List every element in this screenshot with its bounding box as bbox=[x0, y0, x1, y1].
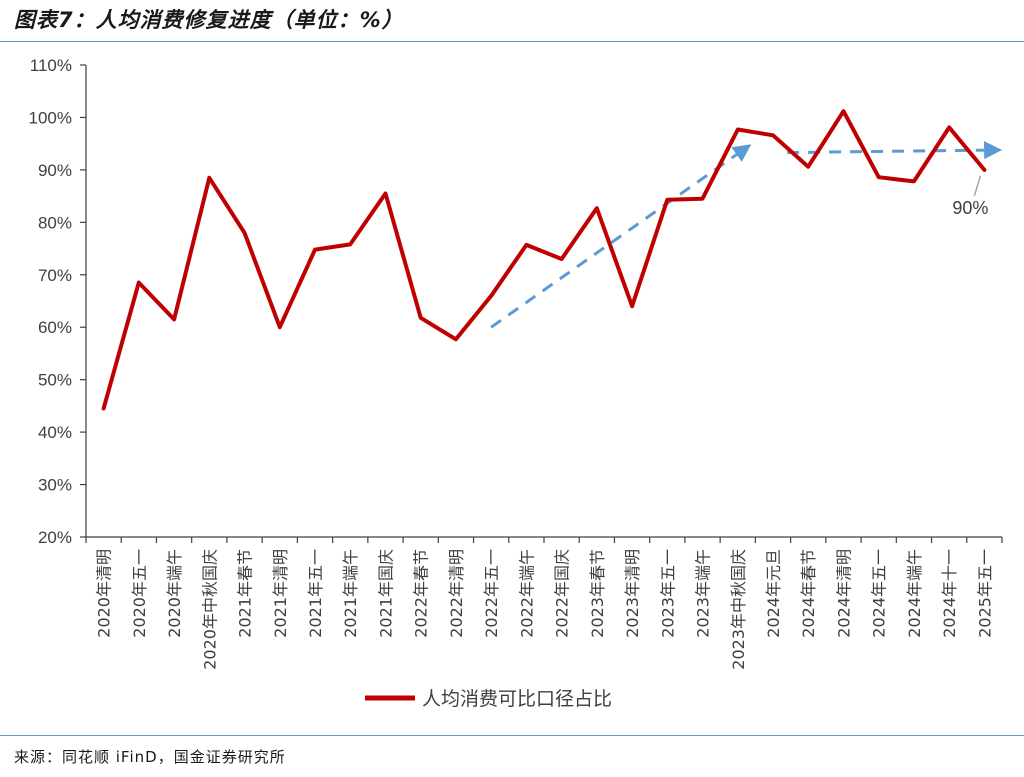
data-point bbox=[912, 179, 916, 183]
data-point bbox=[172, 317, 176, 321]
x-category-label: 2021年国庆 bbox=[376, 549, 395, 638]
data-point bbox=[419, 316, 423, 320]
x-category-label: 2022年国庆 bbox=[553, 549, 572, 638]
x-category-label: 2020年中秋国庆 bbox=[200, 549, 219, 670]
data-point bbox=[595, 206, 599, 210]
chart-title: 图表7：人均消费修复进度（单位：%） bbox=[14, 8, 404, 32]
x-category-label: 2024年五一 bbox=[870, 549, 889, 638]
x-category-label: 2020年五一 bbox=[130, 549, 149, 638]
annotation-label: 90% bbox=[952, 198, 988, 218]
x-category-label: 2025年五一 bbox=[975, 549, 994, 638]
y-tick-label: 70% bbox=[38, 266, 72, 285]
data-point bbox=[489, 294, 493, 298]
y-tick-label: 50% bbox=[38, 371, 72, 390]
data-point bbox=[806, 165, 810, 169]
line-chart: 20% 30% 40% 50% 60% 70% 80% 90% 100% 110% 2020年清明… bbox=[29, 56, 1003, 710]
data-point bbox=[207, 176, 211, 180]
data-point bbox=[560, 257, 564, 261]
y-tick-label: 60% bbox=[38, 318, 72, 337]
data-point bbox=[313, 248, 317, 252]
data-point bbox=[665, 198, 669, 202]
data-point bbox=[701, 197, 705, 201]
x-category-label: 2024年清明 bbox=[834, 549, 853, 638]
y-tick-label: 110% bbox=[30, 56, 72, 75]
x-category-label: 2021年春节 bbox=[236, 549, 255, 638]
data-point bbox=[877, 175, 881, 179]
y-tick-label: 80% bbox=[38, 213, 72, 232]
data-point bbox=[278, 325, 282, 329]
data-point bbox=[454, 337, 458, 341]
x-category-label: 2023年五一 bbox=[658, 549, 677, 638]
x-category-label: 2021年清明 bbox=[271, 549, 290, 638]
data-point bbox=[102, 407, 106, 411]
y-tick-label: 30% bbox=[38, 476, 72, 495]
data-point bbox=[630, 304, 634, 308]
x-category-label: 2021年端午 bbox=[341, 549, 360, 638]
data-point bbox=[771, 133, 775, 137]
y-tick-label: 40% bbox=[38, 423, 72, 442]
y-tick-label: 100% bbox=[29, 108, 72, 127]
x-category-label: 2023年春节 bbox=[588, 549, 607, 638]
x-category-label: 2022年春节 bbox=[412, 549, 431, 638]
data-point bbox=[348, 242, 352, 246]
x-category-label: 2024年端午 bbox=[905, 549, 924, 638]
trend-arrow bbox=[787, 141, 1003, 160]
x-category-label: 2020年清明 bbox=[95, 549, 114, 638]
x-category-label: 2024年十一 bbox=[940, 549, 959, 638]
data-point bbox=[137, 281, 141, 285]
data-point bbox=[947, 125, 951, 129]
x-category-label: 2021年五一 bbox=[306, 549, 325, 638]
x-category-label: 2022年清明 bbox=[447, 549, 466, 638]
x-category-label: 2024年元旦 bbox=[764, 549, 783, 638]
source-note: 来源：同花顺 iFinD，国金证券研究所 bbox=[14, 748, 286, 766]
data-point bbox=[383, 191, 387, 195]
y-tick-label: 20% bbox=[38, 528, 72, 547]
x-category-label: 2023年清明 bbox=[623, 549, 642, 638]
annotation-leader bbox=[973, 175, 982, 197]
x-category-label: 2022年五一 bbox=[482, 549, 501, 638]
data-point bbox=[524, 243, 528, 247]
footer-divider bbox=[0, 735, 1024, 736]
x-category-label: 2024年春节 bbox=[799, 549, 818, 638]
x-category-label: 2022年端午 bbox=[517, 549, 536, 638]
trend-arrow bbox=[490, 144, 752, 329]
x-category-label: 2023年中秋国庆 bbox=[729, 549, 748, 670]
y-tick-label: 90% bbox=[38, 161, 72, 180]
x-category-label: 2020年端午 bbox=[165, 549, 184, 638]
data-point bbox=[982, 168, 986, 172]
data-point bbox=[243, 231, 247, 235]
series-line bbox=[101, 109, 987, 411]
x-category-label: 2023年端午 bbox=[694, 549, 713, 638]
title-divider bbox=[0, 41, 1024, 42]
data-point bbox=[841, 109, 845, 113]
legend-label: 人均消费可比口径占比 bbox=[422, 688, 612, 710]
data-point bbox=[736, 128, 740, 132]
